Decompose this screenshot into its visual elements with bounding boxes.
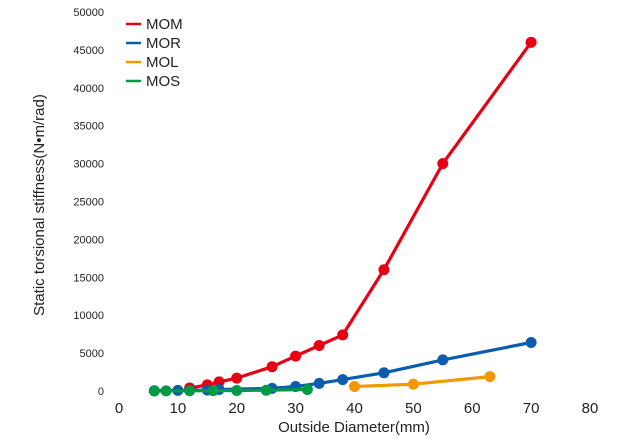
- data-point-mom: [313, 340, 325, 352]
- data-point-mos: [184, 385, 196, 397]
- data-point-mos: [301, 383, 313, 395]
- data-point-mol: [349, 380, 360, 392]
- data-point-mor: [437, 354, 449, 366]
- data-point-mor: [378, 367, 390, 379]
- x-tick-label: 50: [405, 400, 422, 417]
- x-tick-label: 0: [115, 400, 123, 417]
- y-tick-label: 35000: [73, 121, 104, 133]
- legend-label-mor: MOR: [146, 35, 181, 52]
- y-tick-label: 40000: [73, 83, 104, 95]
- data-point-mol: [407, 378, 419, 390]
- data-point-mos: [160, 385, 172, 397]
- x-tick-label: 80: [582, 400, 599, 417]
- data-point-mom: [266, 361, 278, 373]
- data-point-mor: [337, 374, 349, 386]
- x-axis-ticks: 0 10 20 30 40 50 60 70 80: [115, 400, 599, 417]
- x-tick-label: 30: [287, 400, 304, 417]
- y-tick-label: 5000: [80, 348, 104, 360]
- y-tick-label: 45000: [73, 45, 104, 57]
- y-tick-label: 50000: [73, 7, 104, 19]
- data-point-mom: [337, 329, 349, 341]
- x-axis-label: Outside Diameter(mm): [278, 419, 430, 436]
- legend-label-mol: MOL: [146, 54, 179, 71]
- data-point-mol: [484, 371, 496, 383]
- data-point-mos: [148, 385, 160, 397]
- data-point-mom: [231, 372, 243, 384]
- y-tick-label: 20000: [73, 234, 104, 246]
- x-tick-label: 10: [170, 400, 187, 417]
- x-tick-label: 60: [464, 400, 481, 417]
- y-tick-label: 15000: [73, 272, 104, 284]
- series-layer: [148, 36, 537, 397]
- data-point-mom: [378, 264, 390, 276]
- y-axis-ticks: 0 5000 10000 15000 20000 25000 30000 35000 40000…: [73, 7, 104, 398]
- x-tick-label: 70: [523, 400, 540, 417]
- legend-label-mos: MOS: [146, 73, 180, 90]
- data-point-mom: [290, 350, 302, 362]
- legend-label-mom: MOM: [146, 16, 183, 33]
- x-tick-label: 40: [346, 400, 363, 417]
- legend: MOM MOR MOL MOS: [126, 16, 183, 90]
- y-tick-label: 10000: [73, 310, 104, 322]
- data-point-mom: [213, 376, 225, 388]
- data-point-mom: [437, 158, 449, 170]
- y-axis-label: Static torsional stiffness(N•m/rad): [31, 94, 48, 316]
- y-tick-label: 25000: [73, 197, 104, 209]
- data-point-mos: [207, 385, 219, 397]
- data-point-mom: [525, 36, 537, 48]
- series-line-mos: [152, 387, 309, 393]
- data-point-mos: [260, 384, 272, 396]
- x-tick-label: 20: [228, 400, 245, 417]
- series-line-mol: [352, 375, 492, 389]
- data-point-mor: [313, 377, 325, 389]
- y-tick-label: 0: [98, 386, 104, 398]
- data-point-mor: [525, 336, 537, 348]
- data-point-mos: [231, 384, 243, 396]
- y-tick-label: 30000: [73, 159, 104, 171]
- series-line-mom: [188, 40, 533, 390]
